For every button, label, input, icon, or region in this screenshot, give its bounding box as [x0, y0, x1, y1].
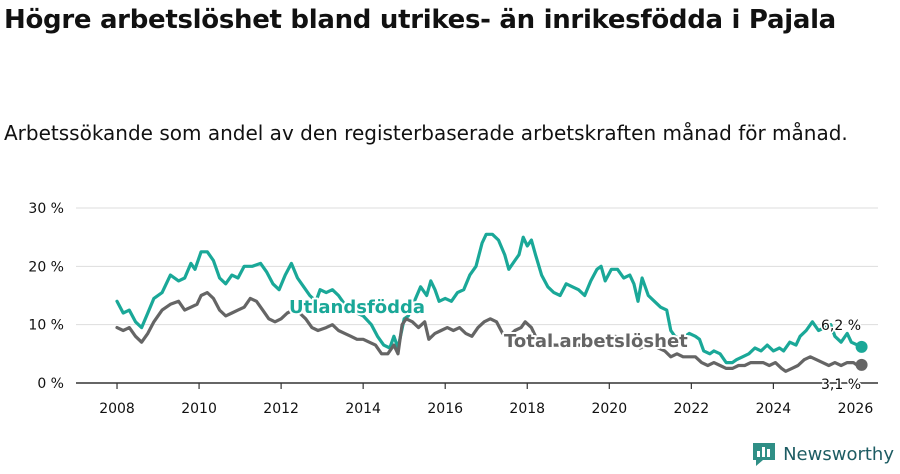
series-label-utlandsfodda: Utlandsfödda [289, 297, 425, 318]
chart-subtitle: Arbetssökande som andel av den registerb… [4, 121, 848, 145]
end-value-utlandsfodda: 6,2 % [821, 318, 861, 334]
series-line-total [115, 291, 864, 373]
series-labels: Utlandsfödda Total arbetslöshet 6,2 % 3,1 % [287, 295, 868, 395]
x-axis: 2008 2010 2012 2014 2016 2018 2020 2022 2024 2026 [76, 382, 878, 417]
series-line-utlandsfodda [115, 232, 864, 365]
series-label-total: Total arbetslöshet [504, 331, 688, 352]
x-tick-label: 2012 [263, 401, 299, 417]
grid-layer: 0 % 10 % 20 % 30 % [28, 201, 878, 392]
x-tick-label: 2024 [756, 401, 792, 417]
x-tick-label: 2016 [427, 401, 463, 417]
y-tick-label: 30 % [28, 201, 64, 217]
x-tick-label: 2008 [99, 401, 135, 417]
end-dot [855, 340, 868, 353]
x-tick-label: 2020 [591, 401, 627, 417]
x-tick-label: 2026 [838, 401, 874, 417]
newsworthy-logo[interactable]: Newsworthy [751, 441, 894, 467]
y-tick-label: 20 % [28, 259, 64, 275]
x-tick-label: 2010 [181, 401, 217, 417]
end-dot [855, 358, 868, 371]
x-tick-label: 2018 [509, 401, 545, 417]
bar-chart-icon [753, 443, 776, 466]
y-tick-label: 0 % [37, 376, 64, 392]
x-tick-label: 2022 [674, 401, 710, 417]
chart-title: Högre arbetslöshet bland utrikes- än inr… [4, 5, 836, 35]
y-tick-label: 10 % [28, 318, 64, 334]
series-layer [115, 232, 864, 373]
brand-name: Newsworthy [783, 443, 894, 465]
end-value-total: 3,1 % [821, 377, 861, 393]
x-tick-label: 2014 [345, 401, 381, 417]
